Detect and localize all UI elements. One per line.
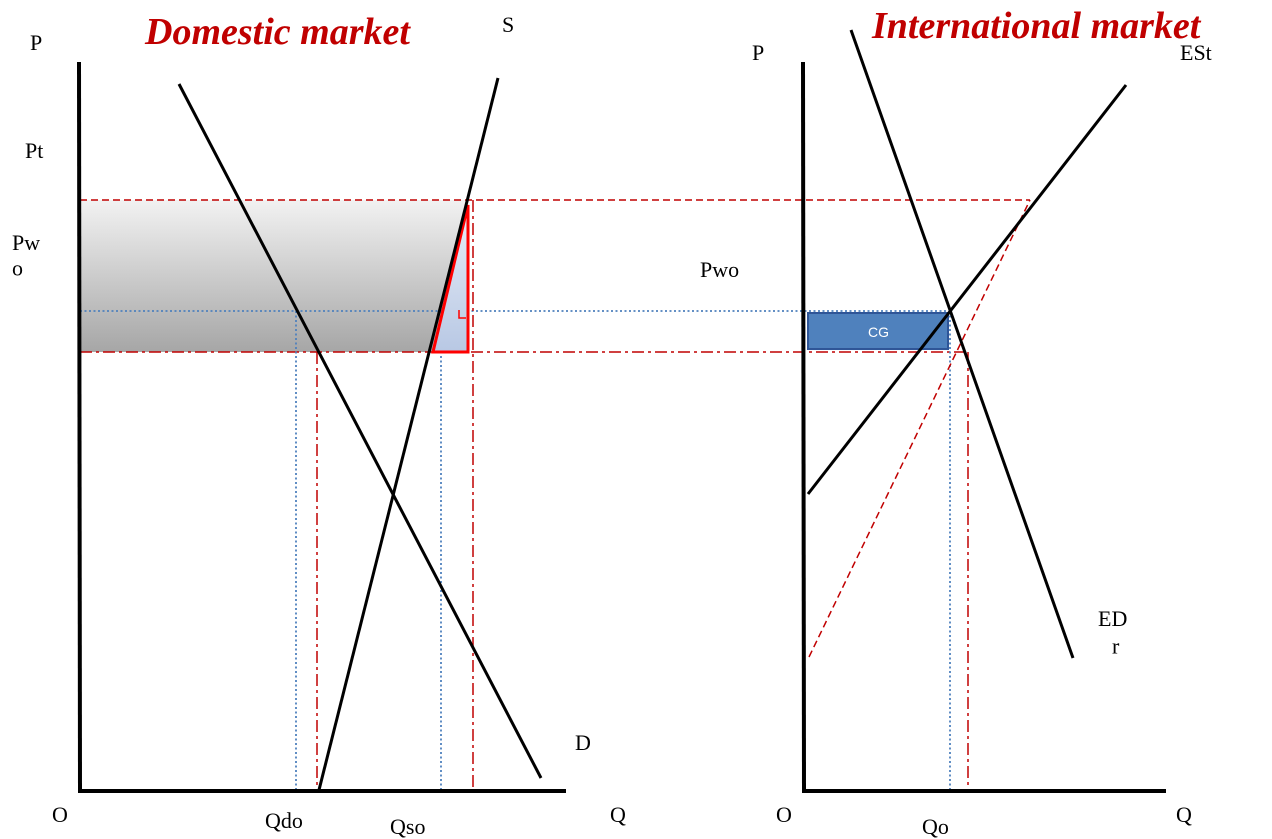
demand-curve [177, 83, 543, 779]
edr-label: ED r [1098, 606, 1127, 659]
supply-label: S [502, 12, 514, 37]
export-demand-curve [849, 29, 1075, 659]
international-x-axis-label: Q [1176, 802, 1192, 827]
domestic-origin-label: O [52, 802, 68, 827]
international-panel: CG International market P ESt Pwo ED r O … [700, 5, 1212, 839]
pt-label: Pt [25, 138, 43, 163]
domestic-y-axis [77, 61, 82, 793]
demand-label: D [575, 730, 591, 755]
export-supply-shifted [808, 199, 1031, 658]
supply-curve [317, 77, 500, 791]
qdo-label: Qdo [265, 808, 303, 833]
international-origin-label: O [776, 802, 792, 827]
domestic-title: Domestic market [144, 11, 411, 53]
cg-label: CG [868, 324, 889, 340]
domestic-x-axis-label: Q [610, 802, 626, 827]
qo-label: Qo [922, 814, 949, 839]
international-y-axis [801, 61, 806, 793]
international-y-axis-label: P [752, 40, 764, 65]
international-title: International market [871, 5, 1202, 47]
est-label: ESt [1180, 40, 1212, 65]
international-pwo-label: Pwo [700, 257, 739, 282]
pwo-label: Pw o [12, 230, 40, 280]
domestic-panel: Domestic market P S Pt Pw o D O Qdo Qso Q [12, 11, 1030, 839]
export-supply-curve [806, 84, 1128, 495]
shaded-area [80, 200, 468, 352]
qso-label: Qso [390, 814, 425, 839]
right-angle-mark [458, 310, 466, 319]
domestic-y-axis-label: P [30, 30, 42, 55]
